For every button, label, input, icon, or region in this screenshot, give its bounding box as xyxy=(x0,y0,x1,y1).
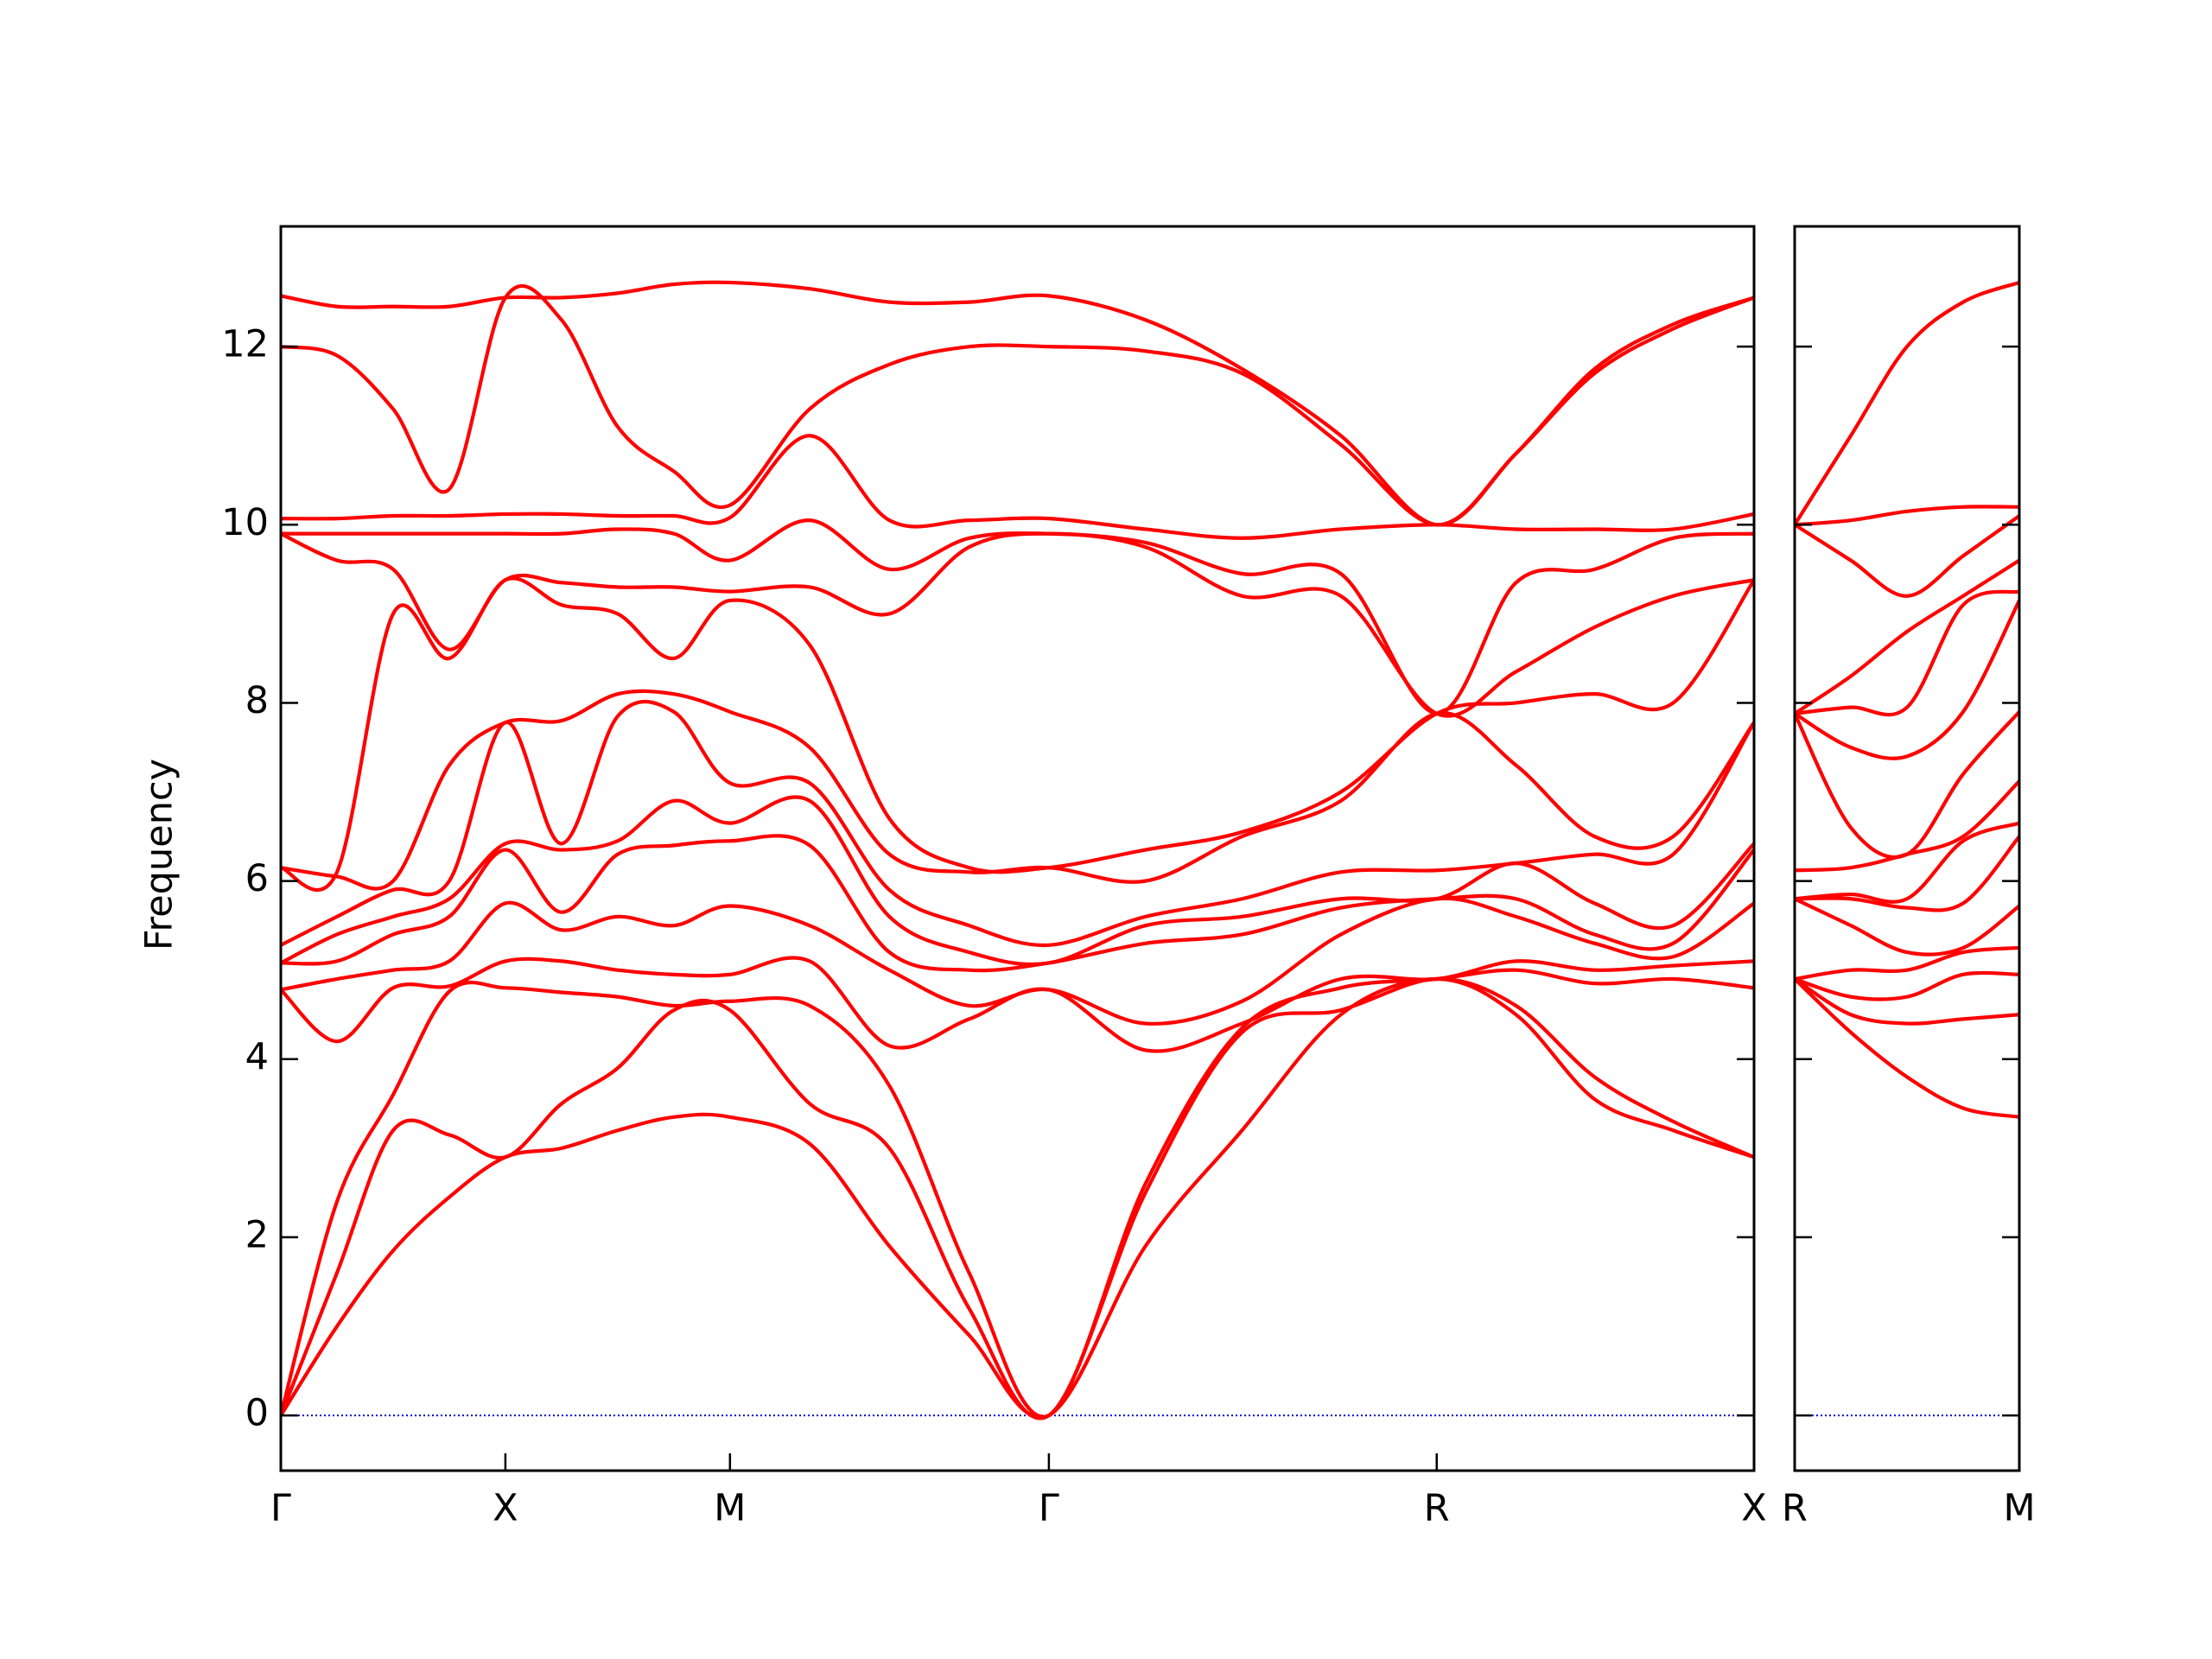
x-tick-label: R xyxy=(1782,1487,1808,1530)
band-line xyxy=(281,834,1754,973)
bands xyxy=(1795,280,2019,1119)
y-tick-label: 12 xyxy=(221,323,269,366)
x-tick-label: X xyxy=(493,1487,518,1530)
bands xyxy=(281,280,1754,1421)
band-line xyxy=(1795,945,2019,982)
band-line xyxy=(1795,835,2019,912)
band-line xyxy=(1795,505,2019,527)
band-line xyxy=(1795,558,2019,715)
band-line xyxy=(281,976,1754,1421)
y-tick-label: 4 xyxy=(245,1035,269,1078)
band-line xyxy=(281,280,1754,527)
x-tick-label: X xyxy=(1741,1487,1766,1530)
band-line xyxy=(1795,599,2019,760)
x-tick-label: R xyxy=(1424,1487,1450,1530)
y-tick-label: 6 xyxy=(245,857,269,900)
y-tick-label: 0 xyxy=(245,1392,269,1435)
band-line xyxy=(1795,897,2019,957)
band-line xyxy=(1795,977,2019,1119)
y-tick-label: 2 xyxy=(245,1213,269,1256)
axes-frame xyxy=(1793,225,2021,1472)
band-line xyxy=(281,531,1754,718)
y-axis-label: Frequency xyxy=(138,759,181,950)
x-tick-label: Γ xyxy=(1039,1487,1059,1530)
x-tick-label: M xyxy=(714,1487,746,1530)
band-line xyxy=(281,956,1754,1053)
band-line xyxy=(281,518,1754,715)
band-line xyxy=(281,976,1754,1420)
y-tick-label: 10 xyxy=(221,501,269,544)
x-tick-label: Γ xyxy=(270,1487,291,1530)
axes-frame xyxy=(279,225,1756,1472)
band-line xyxy=(1795,514,2019,598)
band-line xyxy=(281,699,1754,948)
band-line xyxy=(1795,280,2019,526)
x-tick-label: M xyxy=(2003,1487,2035,1530)
band-line xyxy=(1795,589,2019,717)
band-line xyxy=(281,689,1754,891)
band-line xyxy=(1795,821,2019,904)
band-line xyxy=(1795,710,2019,860)
band-line xyxy=(1795,970,2019,1001)
y-tick-label: 8 xyxy=(245,679,269,722)
band-line xyxy=(281,576,1754,893)
band-line xyxy=(281,434,1754,540)
band-line xyxy=(281,896,1754,1026)
band-line xyxy=(1795,977,2019,1026)
